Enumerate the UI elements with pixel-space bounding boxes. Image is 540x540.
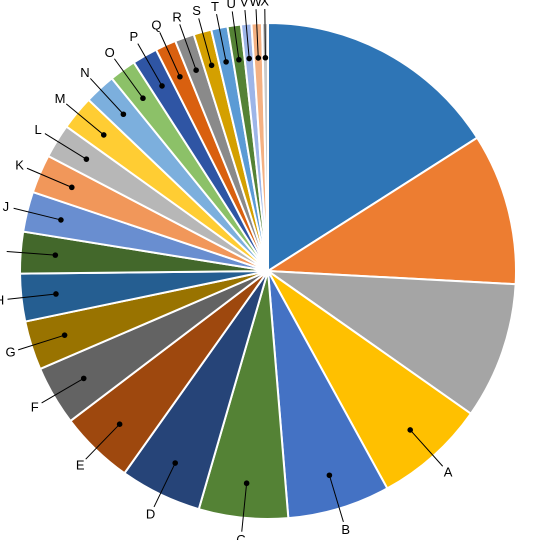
leader-line-h [7,293,57,300]
leader-dot-x [262,54,269,61]
leader-line-r [179,24,197,71]
leader-dot-i [52,252,59,258]
slice-label-p: P [129,29,138,44]
leader-line-i [6,251,56,256]
leader-line-f [41,377,84,404]
leader-dot-o [140,95,146,102]
label-leader-lines [6,9,444,532]
leader-dot-r [193,67,199,73]
slice-label-w: W [250,0,263,9]
leader-line-x [264,9,266,58]
leader-dot-e [116,421,123,428]
leader-line-o [113,58,144,99]
leader-dot-g [61,332,68,338]
slice-label-u: U [226,0,235,11]
slice-label-b: B [341,522,350,537]
slice-label-t: T [211,0,219,14]
leader-dot-h [53,291,59,297]
leader-line-s [198,18,213,66]
leader-dot-l [83,156,90,162]
leader-dot-q [177,73,183,80]
slice-label-a: A [444,465,453,480]
slice-label-x: X [260,0,269,9]
leader-line-m [65,103,105,136]
slice-label-l: L [34,122,41,137]
leader-line-c [241,483,248,532]
leader-dot-u [236,56,242,63]
leader-line-a [409,429,444,467]
leader-line-j [13,207,62,221]
leader-line-t [216,14,227,62]
leader-dot-s [208,62,215,69]
slice-label-e: E [76,457,85,472]
leader-dot-n [120,111,127,118]
slice-label-r: R [172,9,181,24]
leader-line-u [231,11,240,60]
slice-label-s: S [192,3,201,18]
slice-label-f: F [31,399,39,414]
leader-line-d [153,462,176,508]
leader-line-g [17,334,65,351]
leader-dot-w [255,55,262,61]
leader-dot-v [246,55,253,62]
leader-dot-a [407,427,414,433]
leader-dot-m [100,132,107,138]
slice-label-k: K [15,158,24,173]
leader-dot-d [172,460,179,466]
leader-dot-j [58,217,64,223]
leader-line-n [89,78,124,115]
slice-label-i: I [0,243,1,258]
leader-dot-b [326,472,333,479]
leader-line-k [26,167,72,188]
slice-label-d: D [146,507,155,522]
leader-line-q [159,32,181,77]
leader-line-p [137,43,163,87]
slice-label-h: H [0,293,4,308]
leader-dot-f [80,375,87,382]
leader-line-b [328,475,344,523]
slice-label-o: O [105,45,115,60]
leader-dot-c [243,480,250,487]
leader-dot-t [223,59,229,65]
leader-line-e [85,423,120,460]
pie-slices [19,21,518,520]
leader-line-w [255,9,259,58]
slice-label-v: V [240,0,249,10]
slice-label-g: G [5,345,15,360]
slice-unlabeled-1 [267,22,479,272]
leader-line-l [44,133,87,160]
leader-line-v [244,9,250,59]
slice-unlabeled-3 [267,270,517,415]
slice-label-m: M [55,91,66,106]
slice-label-q: Q [151,18,161,33]
slice-label-c: C [236,532,245,540]
slice-label-n: N [80,65,89,80]
leader-dot-k [69,184,75,191]
slice-label-j: J [3,199,10,214]
leader-dot-p [159,83,165,89]
slice-unlabeled-2 [267,136,518,286]
